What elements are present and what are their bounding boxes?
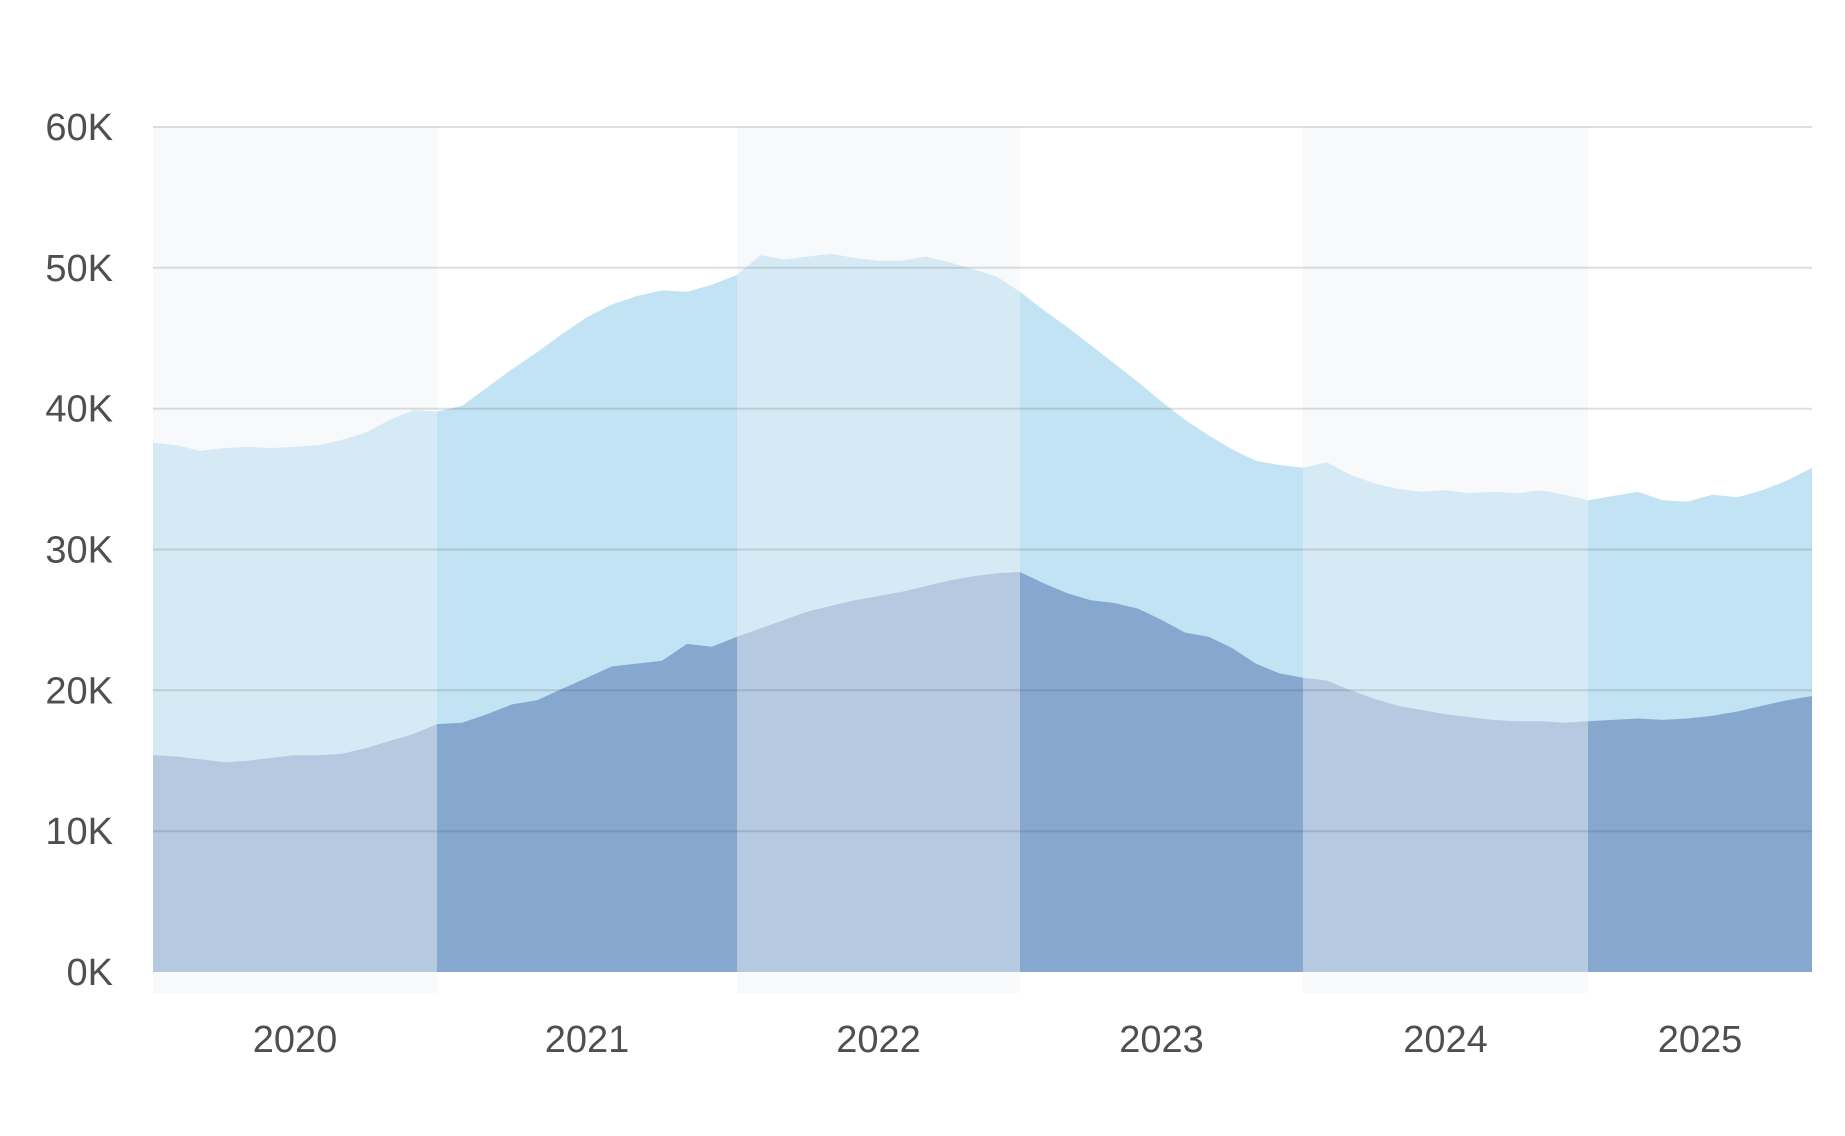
year-band-overlay-2022 bbox=[737, 127, 1020, 993]
series-area-lower-dark-blue-area bbox=[153, 572, 1812, 972]
year-band-overlay-2024 bbox=[1303, 127, 1588, 993]
year-band-overlay-2020 bbox=[153, 127, 437, 993]
y-axis-label-60K: 60K bbox=[45, 107, 113, 149]
y-axis-label-0K: 0K bbox=[67, 952, 113, 994]
x-axis-label-2022: 2022 bbox=[836, 1019, 921, 1061]
x-axis-label-2023: 2023 bbox=[1119, 1019, 1204, 1061]
y-axis-label-50K: 50K bbox=[45, 248, 113, 290]
y-axis-label-40K: 40K bbox=[45, 389, 113, 431]
x-axis-label-2021: 2021 bbox=[545, 1019, 630, 1061]
x-axis-label-2025: 2025 bbox=[1658, 1019, 1743, 1061]
x-axis-label-2020: 2020 bbox=[253, 1019, 338, 1061]
y-axis-label-20K: 20K bbox=[45, 670, 113, 712]
y-axis-label-10K: 10K bbox=[45, 811, 113, 853]
x-axis-label-2024: 2024 bbox=[1403, 1019, 1488, 1061]
y-axis-label-30K: 30K bbox=[45, 530, 113, 572]
